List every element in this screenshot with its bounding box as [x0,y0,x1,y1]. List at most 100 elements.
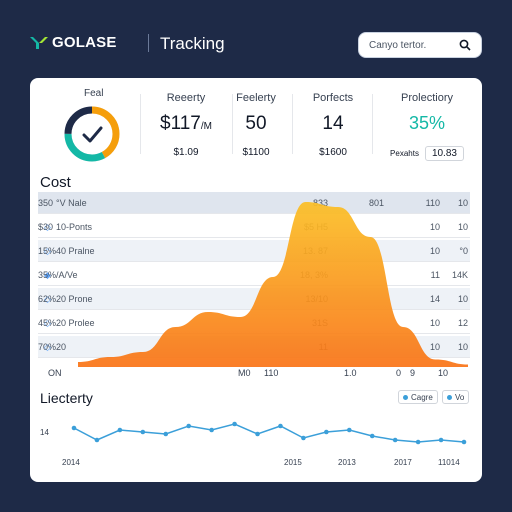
kpi-sub-value: 10.83 [424,146,464,161]
row-marker-icon: ◇ [44,222,51,232]
line-point [392,437,398,443]
cost-title: Cost [40,174,71,191]
table-row[interactable]: ◇ 20 Prone 13/10 14 10 62% [38,288,470,310]
table-cell: 20 [56,342,67,352]
gauge-widget: Feal [62,88,126,162]
x-tick-label: 11014 [438,458,460,467]
kpi-porfects: Porfects 14 $1600 [300,92,366,158]
table-cell: 20 Prone [56,294,93,304]
table-cell: 14K [451,270,468,280]
table-cell: 45% [38,318,57,328]
check-icon [82,126,103,143]
line-point [415,439,421,445]
table-cell: 350 [38,198,54,208]
line-point [278,423,283,429]
filter-chip-cagre[interactable]: Cagre [398,390,438,404]
line-point [324,429,329,435]
table-cell: $5 H5 [303,222,328,232]
cost-footer: ON M0 110 1.0 0 9 10 [38,368,470,382]
table-cell: 10 [457,198,468,208]
table-cell: 11 [430,270,440,280]
line-point [71,425,77,431]
line-point [140,429,146,435]
table-cell: 20 Prolee [56,318,95,328]
table-cell: 62% [38,294,57,304]
kpi-label: Feelerty [236,92,276,104]
liberty-line-chart [71,421,467,445]
table-cell: 10 [429,342,440,352]
dashboard-card: Feal Reeerty $117/M $1.09 Feelerty 50 $1… [30,78,482,482]
table-cell: 13/10 [305,294,328,304]
logo-text: GOLASE [52,34,117,51]
row-marker-icon: ◆ [44,270,51,280]
line-series [73,423,465,443]
x-tick-label: 0 [396,368,402,378]
table-cell: $30 [38,222,54,232]
kpi-value: $117/M [160,113,212,134]
table-cell: 10 [457,342,468,352]
kpi-separator [140,94,141,154]
table-cell: °0 [459,246,468,256]
line-point [369,433,375,439]
line-point [117,427,123,433]
search-input[interactable]: Canyo tertor. [358,32,482,58]
table-row[interactable]: ◇ 40 Pralne 13. 87 10 °0 15% [38,240,470,262]
kpi-sub: $1.09 [173,147,199,158]
kpi-separator [232,94,233,154]
line-point [163,431,169,437]
table-cell: 13. 87 [302,246,328,256]
table-header: °V Nale 833 801 110 10 350 [38,192,470,214]
table-cell: 18, 3% [299,270,328,280]
kpi-label: Porfects [312,92,354,104]
kpi-sub: $1600 [319,147,347,158]
dot-icon [447,394,452,400]
table-row[interactable]: ◆ /A/Ve 18, 3% 11 14K 35% [38,264,470,286]
kpi-value: 14 [322,113,344,134]
x-tick-label: 2014 [62,458,80,467]
kpi-label: Prolectiory [401,92,453,104]
table-cell: 10 [429,246,440,256]
line-point [438,437,444,443]
kpi-sub-label: Pexahts [390,149,419,158]
gauge-label: Feal [84,88,104,99]
table-row[interactable]: ◇ 20 Prolee 31S 10 12 45% [38,312,470,334]
search-icon[interactable] [459,39,471,51]
table-cell: 10 [457,222,468,232]
table-cell: 110 [425,198,440,208]
filter-chip-vo[interactable]: Vo [442,390,470,404]
x-tick-label: 2013 [338,458,356,467]
liberty-title: Liecterty [40,390,93,406]
table-cell: 70% [38,342,57,352]
table-cell: 10-Ponts [56,222,93,232]
x-tick-label: 1.0 [344,368,357,378]
brand-logo[interactable]: GOLASE [30,34,117,51]
line-point [255,431,260,437]
liberty-x-axis: 2014 2015 2013 2017 11014 [38,458,470,470]
table-cell: 11 [318,342,328,352]
table-cell: 14 [429,294,440,304]
table-cell: 10 [429,222,440,232]
table-row[interactable]: ◇ 10-Ponts $5 H5 10 10 $30 [38,216,470,238]
gauge-segment-1 [64,106,120,162]
kpi-feelerty: Feelerty 50 $1100 [226,92,286,158]
x-tick-label: M0 [238,368,251,378]
kpi-value-suffix: /M [200,121,212,132]
kpi-reeerty: Reeerty $117/M $1.09 [148,92,224,158]
table-cell: 10 [457,294,468,304]
gauge-segment-2 [64,106,120,162]
logo-mark-icon [30,36,48,49]
table-cell: 15% [38,246,57,256]
table-cell: °V Nale [56,198,87,208]
row-marker-icon: ◇ [44,294,51,304]
kpi-separator [372,94,373,154]
x-tick-label: 10 [438,368,449,378]
line-point [209,427,214,433]
kpi-prolectiory: Prolectiory 35% Pexahts 10.83 [380,92,474,161]
cost-table: °V Nale 833 801 110 10 350 ◇ 10-Ponts $5 H5 10 10 $… [38,192,470,362]
line-point [461,439,467,445]
table-row[interactable]: ◇ 20 11 10 10 70% [38,336,470,358]
top-bar: GOLASE Tracking Canyo tertor. [0,0,512,80]
line-point [301,435,306,441]
row-marker-icon: ◇ [44,246,51,256]
table-cell: 833 [312,198,328,208]
